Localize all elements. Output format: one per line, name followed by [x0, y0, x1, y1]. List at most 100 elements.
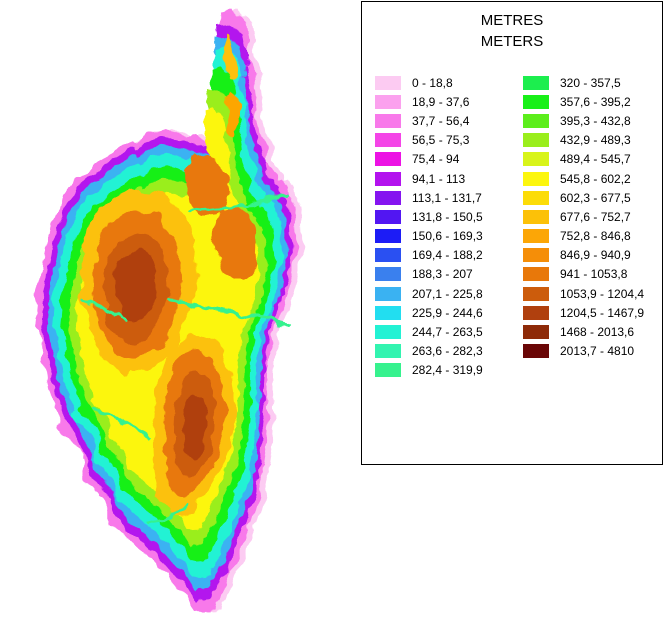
legend-label: 244,7 - 263,5	[412, 325, 483, 340]
legend-entry: 545,8 - 602,2	[523, 169, 644, 188]
legend-entry: 941 - 1053,8	[523, 265, 644, 284]
legend-swatch	[523, 325, 549, 340]
legend-label: 150,6 - 169,3	[412, 229, 483, 244]
legend-swatch	[375, 267, 401, 282]
legend-label: 0 - 18,8	[412, 75, 453, 90]
legend-entry: 282,4 - 319,9	[375, 361, 483, 380]
legend-entry: 395,3 - 432,8	[523, 111, 644, 130]
legend-entry: 432,9 - 489,3	[523, 131, 644, 150]
legend-label: 225,9 - 244,6	[412, 305, 483, 320]
legend-column-right: 320 - 357,5 357,6 - 395,2 395,3 - 432,8 432…	[523, 73, 644, 361]
legend-entry: 94,1 - 113	[375, 169, 483, 188]
legend-label: 602,3 - 677,5	[560, 190, 631, 205]
elevation-legend: METRES METERS 0 - 18,8 18,9 - 37,6 37,7 - …	[361, 1, 663, 465]
legend-entry: 1204,5 - 1467,9	[523, 303, 644, 322]
legend-swatch	[375, 113, 401, 128]
legend-entry: 75,4 - 94	[375, 150, 483, 169]
legend-swatch	[523, 133, 549, 148]
legend-entry: 188,3 - 207	[375, 265, 483, 284]
legend-swatch	[523, 75, 549, 90]
legend-label: 263,6 - 282,3	[412, 344, 483, 359]
legend-label: 131,8 - 150,5	[412, 209, 483, 224]
legend-label: 489,4 - 545,7	[560, 152, 631, 167]
legend-label: 18,9 - 37,6	[412, 94, 470, 109]
legend-label: 432,9 - 489,3	[560, 133, 631, 148]
legend-entry: 225,9 - 244,6	[375, 303, 483, 322]
legend-swatch	[375, 209, 401, 224]
legend-label: 113,1 - 131,7	[412, 190, 482, 205]
legend-swatch	[523, 344, 549, 359]
legend-swatch	[523, 229, 549, 244]
legend-entry: 2013,7 - 4810	[523, 342, 644, 361]
legend-swatch	[523, 248, 549, 263]
legend-label: 56,5 - 75,3	[412, 133, 470, 148]
legend-column-left: 0 - 18,8 18,9 - 37,6 37,7 - 56,4 56,5 - 75,…	[375, 73, 483, 380]
legend-label: 2013,7 - 4810	[560, 344, 635, 359]
legend-swatch	[375, 152, 401, 167]
legend-swatch	[375, 190, 401, 205]
legend-label: 94,1 - 113	[412, 171, 466, 186]
legend-label: 677,6 - 752,7	[560, 209, 631, 224]
legend-entry: 0 - 18,8	[375, 73, 483, 92]
legend-swatch	[375, 248, 401, 263]
legend-swatch	[375, 94, 401, 109]
legend-entry: 320 - 357,5	[523, 73, 644, 92]
legend-label: 282,4 - 319,9	[412, 363, 483, 378]
legend-swatch	[523, 190, 549, 205]
legend-label: 357,6 - 395,2	[560, 94, 631, 109]
legend-entry: 1468 - 2013,6	[523, 322, 644, 341]
river-valleys	[78, 194, 292, 524]
legend-label: 320 - 357,5	[560, 75, 621, 90]
legend-swatch	[523, 152, 549, 167]
legend-entry: 263,6 - 282,3	[375, 342, 483, 361]
legend-swatch	[523, 286, 549, 301]
legend-entry: 131,8 - 150,5	[375, 207, 483, 226]
legend-entry: 677,6 - 752,7	[523, 207, 644, 226]
legend-entry: 207,1 - 225,8	[375, 284, 483, 303]
legend-label: 169,4 - 188,2	[412, 248, 483, 263]
legend-entry: 602,3 - 677,5	[523, 188, 644, 207]
legend-label: 207,1 - 225,8	[412, 286, 483, 301]
legend-title-english: METERS	[480, 33, 544, 50]
legend-label: 395,3 - 432,8	[560, 113, 631, 128]
legend-swatch	[375, 286, 401, 301]
legend-entry: 113,1 - 131,7	[375, 188, 483, 207]
legend-swatch	[523, 171, 549, 186]
legend-label: 1053,9 - 1204,4	[560, 286, 645, 301]
legend-swatch	[523, 267, 549, 282]
legend-swatch	[375, 171, 401, 186]
legend-label: 545,8 - 602,2	[560, 171, 631, 186]
legend-swatch	[375, 305, 401, 320]
legend-label: 188,3 - 207	[412, 267, 473, 282]
legend-swatch	[375, 325, 401, 340]
legend-entry: 752,8 - 846,8	[523, 227, 644, 246]
legend-title: METRES METERS	[362, 10, 662, 52]
corsica-elevation-map	[36, 12, 303, 612]
legend-entry: 56,5 - 75,3	[375, 131, 483, 150]
legend-label: 1468 - 2013,6	[560, 325, 635, 340]
legend-label: 941 - 1053,8	[560, 267, 628, 282]
legend-entry: 489,4 - 545,7	[523, 150, 644, 169]
legend-swatch	[375, 133, 401, 148]
legend-swatch	[375, 363, 401, 378]
legend-entry: 169,4 - 188,2	[375, 246, 483, 265]
legend-swatch	[375, 344, 401, 359]
legend-entry: 244,7 - 263,5	[375, 322, 483, 341]
legend-entry: 18,9 - 37,6	[375, 92, 483, 111]
legend-swatch	[375, 229, 401, 244]
legend-entry: 150,6 - 169,3	[375, 227, 483, 246]
legend-entry: 357,6 - 395,2	[523, 92, 644, 111]
legend-label: 752,8 - 846,8	[560, 229, 631, 244]
legend-label: 75,4 - 94	[412, 152, 460, 167]
legend-swatch	[523, 209, 549, 224]
legend-entry: 846,9 - 940,9	[523, 246, 644, 265]
legend-label: 846,9 - 940,9	[560, 248, 631, 263]
legend-label: 1204,5 - 1467,9	[560, 305, 645, 320]
legend-swatch	[523, 113, 549, 128]
legend-swatch	[523, 305, 549, 320]
legend-label: 37,7 - 56,4	[412, 113, 470, 128]
legend-swatch	[523, 94, 549, 109]
legend-title-french: METRES	[480, 12, 544, 29]
legend-swatch	[375, 75, 401, 90]
legend-entry: 37,7 - 56,4	[375, 111, 483, 130]
